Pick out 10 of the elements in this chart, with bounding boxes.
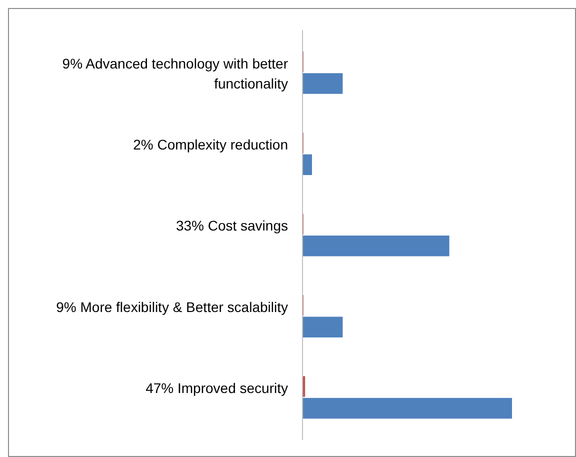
y-tick-label: 47% Improved security xyxy=(146,380,288,396)
bar xyxy=(303,398,512,419)
y-tick-label: 9% More flexibility & Better scalability xyxy=(56,298,288,315)
y-tick-label: 9% Advanced technology with better functionality xyxy=(62,55,288,92)
y-tick-label: 33% Cost savings xyxy=(176,218,288,234)
y-tick-label: 2% Complexity reduction xyxy=(133,136,288,152)
bar xyxy=(303,73,343,94)
bar xyxy=(303,316,343,338)
bar xyxy=(303,236,450,256)
bar xyxy=(303,154,312,176)
